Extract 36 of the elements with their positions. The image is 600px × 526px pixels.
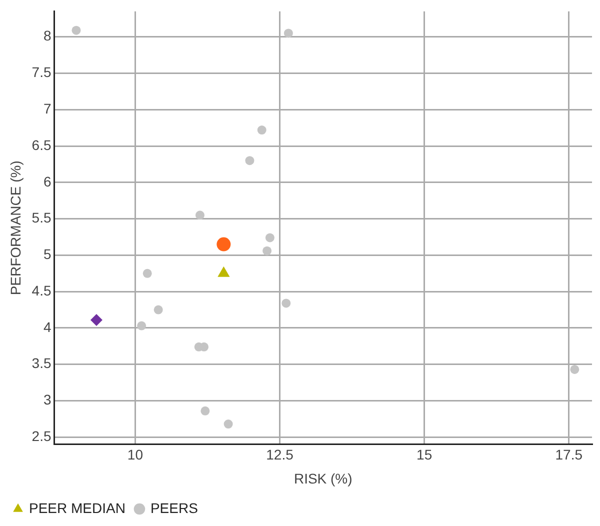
point xyxy=(142,268,152,278)
x-tick-label: 10 xyxy=(127,446,144,463)
x-tick-label: 17.5 xyxy=(555,446,583,463)
y-axis-title: PERFORMANCE (%) xyxy=(7,160,24,296)
point xyxy=(72,26,81,35)
point xyxy=(262,246,272,256)
y-tick-label: 3 xyxy=(43,392,52,408)
point xyxy=(216,237,231,252)
y-tick-label: 6.5 xyxy=(32,136,52,153)
point xyxy=(195,210,204,220)
point xyxy=(257,126,266,135)
point xyxy=(284,28,293,38)
x-tick-label: 15 xyxy=(416,446,432,463)
y-tick-label: 8 xyxy=(43,28,52,44)
point xyxy=(137,321,146,330)
y-tick-label: 7 xyxy=(43,100,52,117)
point xyxy=(154,305,163,314)
y-tick-label: 5 xyxy=(43,246,52,262)
x-axis-title: RISK (%) xyxy=(294,470,352,486)
point xyxy=(224,420,233,429)
x-tick-label: 12.5 xyxy=(266,446,294,463)
legend-label: PEER MEDIAN xyxy=(29,500,126,516)
legend-label: PEERS xyxy=(150,500,198,516)
point xyxy=(90,314,102,326)
point xyxy=(570,364,580,374)
y-tick-label: 5.5 xyxy=(32,210,52,226)
point xyxy=(282,298,291,308)
y-tick-label: 4.5 xyxy=(32,282,52,298)
y-tick-label: 4 xyxy=(43,318,52,335)
y-tick-label: 6 xyxy=(43,173,52,190)
point xyxy=(265,233,274,242)
y-tick-label: 7.5 xyxy=(32,64,52,80)
y-tick-label: 2.5 xyxy=(32,428,52,444)
point xyxy=(245,156,254,166)
point xyxy=(200,406,210,416)
y-tick-label: 3.5 xyxy=(32,355,52,372)
